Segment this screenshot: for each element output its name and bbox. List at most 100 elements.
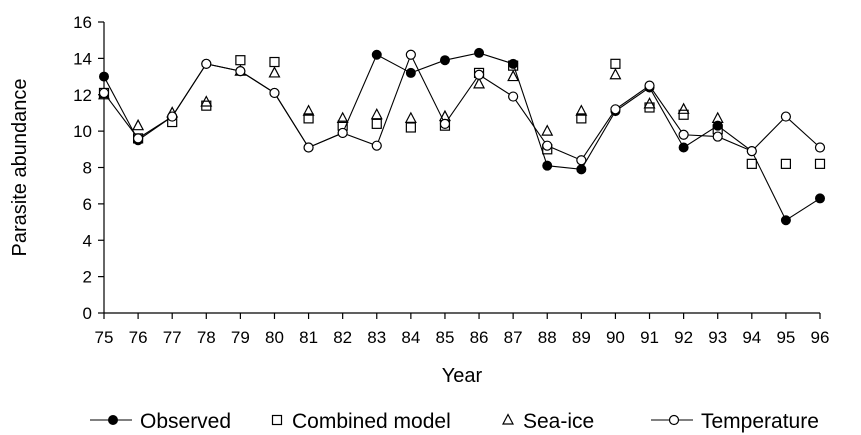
point-temperature	[780, 111, 792, 122]
x-tick-label: 85	[435, 328, 454, 347]
x-tick-label: 96	[811, 328, 830, 347]
x-tick-label: 75	[95, 328, 114, 347]
point-temperature	[337, 127, 348, 139]
legend-marker-observed	[108, 415, 118, 425]
x-tick-label: 95	[776, 328, 795, 347]
point-sea-ice	[609, 67, 622, 80]
y-tick-label: 2	[83, 268, 92, 287]
point-temperature	[746, 146, 757, 157]
point-temperature	[405, 49, 416, 60]
point-combined-model	[576, 113, 587, 124]
point-sea-ice	[677, 102, 690, 114]
point-observed	[439, 55, 450, 66]
point-observed	[405, 67, 416, 78]
legend-marker-sea-ice	[502, 413, 514, 425]
y-tick-label: 12	[73, 86, 92, 105]
point-sea-ice	[541, 124, 554, 136]
point-sea-ice	[473, 77, 486, 89]
point-observed	[371, 49, 382, 60]
legend-marker-combined-model	[271, 414, 283, 426]
point-observed	[474, 47, 485, 58]
legend-marker-temperature	[668, 414, 680, 426]
point-temperature	[473, 69, 485, 80]
point-observed	[542, 160, 553, 171]
point-sea-ice	[268, 66, 281, 78]
point-temperature	[610, 104, 621, 115]
point-temperature	[132, 133, 144, 144]
point-observed	[99, 71, 109, 82]
point-observed	[815, 193, 825, 204]
point-temperature	[303, 142, 314, 153]
point-sea-ice	[302, 104, 315, 116]
x-tick-label: 92	[674, 328, 693, 347]
y-tick-label: 14	[73, 49, 92, 68]
point-combined-model	[678, 109, 689, 120]
legend-item-sea-ice: Sea-ice	[502, 410, 594, 433]
legend-item-combined-model: Combined model	[271, 410, 451, 433]
point-temperature	[712, 131, 723, 142]
legend: Observed Combined model Sea-ice Temperature	[90, 410, 819, 433]
x-tick-label: 86	[470, 328, 489, 347]
axes: 0 2 4 6 8 10 12 14 16 75 76 77 78 79 80 81 82 83 84 85 86 87 8…	[73, 13, 829, 347]
point-temperature	[371, 140, 382, 151]
x-tick-label: 90	[606, 328, 625, 347]
point-sea-ice	[575, 104, 588, 116]
x-tick-label: 89	[572, 328, 591, 347]
x-tick-label: 93	[708, 328, 727, 347]
point-combined-model	[814, 158, 826, 169]
legend-label-combined-model: Combined model	[292, 410, 451, 433]
point-temperature	[678, 129, 689, 140]
point-sea-ice	[404, 111, 417, 123]
point-sea-ice	[370, 107, 383, 120]
point-temperature	[98, 87, 110, 99]
point-temperature	[644, 80, 655, 91]
x-tick-label: 94	[742, 328, 761, 347]
point-observed	[712, 120, 723, 131]
legend-item-temperature: Temperature	[651, 410, 819, 433]
legend-label-sea-ice: Sea-ice	[523, 410, 594, 433]
point-combined-model	[780, 158, 792, 169]
point-temperature	[508, 91, 519, 102]
point-observed	[576, 164, 587, 175]
point-temperature	[167, 111, 178, 122]
point-temperature	[201, 58, 212, 69]
x-tick-label: 83	[367, 328, 386, 347]
point-sea-ice	[336, 111, 349, 123]
point-combined-model	[371, 118, 382, 129]
point-observed	[508, 58, 519, 69]
point-temperature	[576, 155, 587, 166]
point-sea-ice	[643, 97, 656, 109]
legend-label-observed: Observed	[140, 410, 231, 433]
point-temperature	[269, 87, 280, 99]
point-observed	[678, 142, 689, 153]
plot-marks	[98, 47, 826, 226]
x-tick-label: 78	[197, 328, 216, 347]
point-combined-model	[405, 122, 416, 133]
x-tick-label: 76	[129, 328, 148, 347]
x-tick-label: 81	[299, 328, 318, 347]
series-temperature	[98, 49, 826, 166]
x-tick-label: 88	[538, 328, 557, 347]
y-tick-label: 10	[73, 122, 92, 141]
point-combined-model	[610, 58, 621, 69]
point-temperature	[439, 118, 451, 129]
y-axis-title: Parasite abundance	[9, 79, 31, 257]
y-tick-label: 8	[83, 159, 92, 178]
x-tick-label: 87	[504, 328, 523, 347]
point-sea-ice	[507, 69, 520, 82]
legend-label-temperature: Temperature	[701, 410, 819, 433]
y-tick-label: 6	[83, 195, 92, 214]
point-combined-model	[746, 158, 757, 169]
point-combined-model	[235, 55, 246, 66]
legend-item-observed: Observed	[90, 410, 231, 433]
point-sea-ice	[200, 95, 213, 107]
point-temperature	[542, 140, 553, 151]
x-tick-label: 82	[333, 328, 352, 347]
point-temperature	[814, 142, 826, 153]
series-line-temperature	[103, 53, 821, 161]
point-observed	[780, 215, 791, 226]
y-tick-label: 0	[83, 304, 92, 323]
x-tick-label: 91	[640, 328, 659, 347]
point-sea-ice	[132, 118, 145, 131]
